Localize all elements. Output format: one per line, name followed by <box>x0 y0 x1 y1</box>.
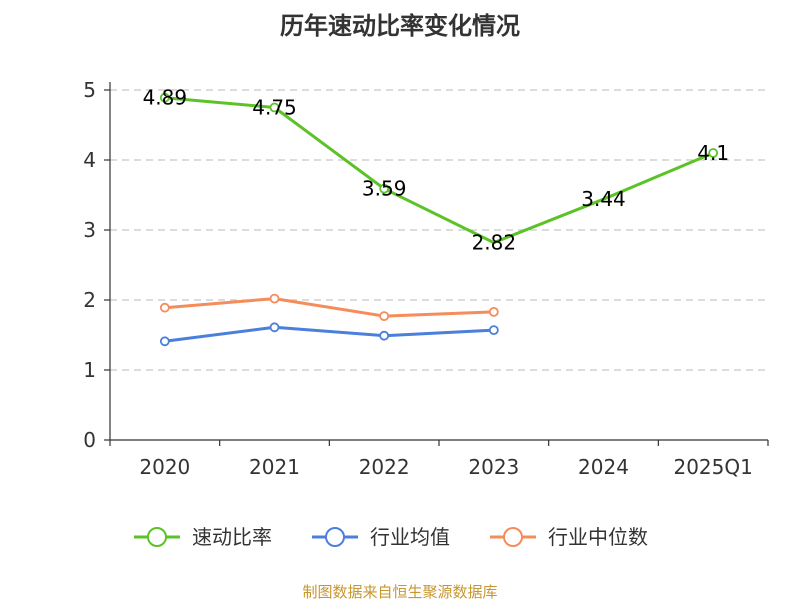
data-point <box>269 322 280 333</box>
legend-item[interactable]: 速动比率 <box>134 525 272 549</box>
series-group <box>159 92 719 347</box>
source-note: 制图数据来自恒生聚源数据库 <box>302 583 497 600</box>
data-point <box>708 148 719 158</box>
data-label: 4.89 <box>143 86 188 110</box>
y-tick-label: 1 <box>83 358 96 382</box>
x-tick-label: 2020 <box>139 455 190 479</box>
grid <box>110 89 768 371</box>
legend-marker <box>147 527 167 547</box>
data-point <box>159 336 170 347</box>
legend-marker <box>503 527 523 547</box>
x-tick-label: 2021 <box>249 455 300 479</box>
legend-item[interactable]: 行业中位数 <box>490 525 648 549</box>
y-tick-label: 5 <box>83 78 96 102</box>
data-label: 3.44 <box>581 187 626 211</box>
x-tick-label: 2023 <box>468 455 519 479</box>
y-tick-label: 0 <box>83 428 96 452</box>
legend-label: 速动比率 <box>192 525 272 549</box>
data-point <box>269 293 280 304</box>
data-point <box>159 302 170 313</box>
chart-title: 历年速动比率变化情况 <box>280 12 520 40</box>
series-line <box>164 297 494 318</box>
data-point <box>379 330 390 341</box>
axes: 0 1 2 3 4 5 2020 2021 2022 2023 2024 2025Q1 <box>83 78 769 479</box>
data-label: 2.82 <box>472 231 517 255</box>
data-point <box>379 311 390 322</box>
data-labels: 4.89 4.75 3.59 2.82 3.44 4.1 <box>143 86 730 255</box>
data-point <box>488 325 499 336</box>
data-point <box>379 183 390 194</box>
data-label: 4.75 <box>252 96 297 120</box>
legend[interactable]: 速动比率 行业均值 行业中位数 <box>134 525 648 549</box>
data-point <box>159 92 170 103</box>
x-tick-label: 2022 <box>359 455 410 479</box>
x-tick-label: 2025Q1 <box>673 455 752 479</box>
data-point <box>488 306 499 317</box>
x-tick-label: 2024 <box>578 455 629 479</box>
data-label: 4.1 <box>697 141 729 165</box>
y-tick-label: 4 <box>83 148 96 172</box>
series-line <box>164 325 494 343</box>
legend-label: 行业均值 <box>370 525 450 549</box>
legend-label: 行业中位数 <box>548 525 648 549</box>
series-line <box>164 96 714 245</box>
y-tick-label: 3 <box>83 218 96 242</box>
legend-item[interactable]: 行业均值 <box>312 525 450 549</box>
y-tick-label: 2 <box>83 288 96 312</box>
data-point <box>269 102 280 113</box>
legend-marker <box>325 527 345 547</box>
data-label: 3.59 <box>362 177 407 201</box>
